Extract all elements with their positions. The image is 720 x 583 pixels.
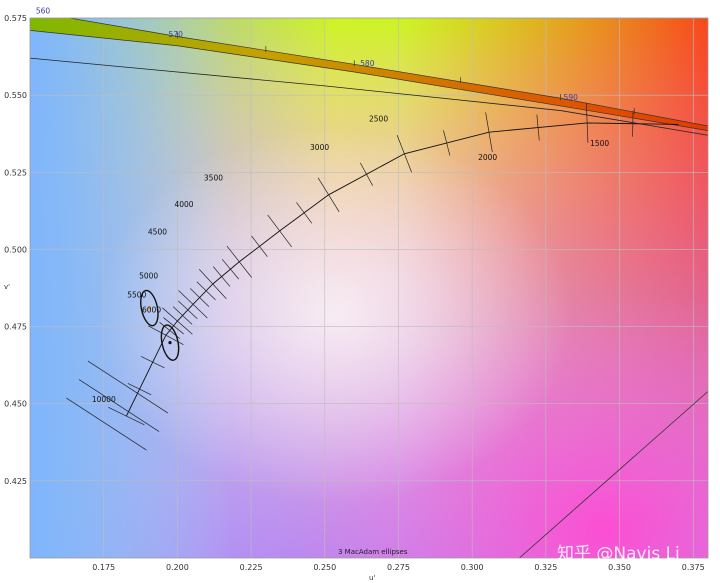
isotemperature-line xyxy=(212,266,231,287)
isotemperature-line xyxy=(87,360,169,414)
isotemperature-line xyxy=(66,397,147,451)
isotemperature-line xyxy=(585,102,589,143)
cct-label: 3000 xyxy=(310,143,329,152)
chart-labels: 560 570 580 590 10000 6000 5500 5000 4500 4000 350… xyxy=(36,6,610,404)
cct-label: 6000 xyxy=(142,306,161,315)
macadam-ellipse-center xyxy=(168,341,172,345)
purple-boundary-line xyxy=(519,391,708,558)
isotemperature-line xyxy=(251,235,268,257)
macadam-ellipse xyxy=(160,324,180,361)
cct-label: 3500 xyxy=(204,174,223,183)
isotemperature-line xyxy=(317,177,340,213)
cct-label: 2000 xyxy=(478,153,497,162)
planckian-locus xyxy=(66,102,679,451)
footer-caption: 3 MacAdam ellipses xyxy=(338,548,408,556)
isotemperature-line xyxy=(108,406,145,426)
isotemperature-line xyxy=(359,162,373,186)
y-tick-label: 0.525 xyxy=(4,168,27,177)
macadam-ellipses xyxy=(140,289,180,361)
x-tick-label: 0.175 xyxy=(92,563,115,572)
isotemperature-line xyxy=(396,135,412,173)
isotemperature-line xyxy=(443,130,451,156)
cct-label: 5500 xyxy=(127,290,146,299)
locus-inner-line xyxy=(30,57,708,136)
wavelength-label: 570 xyxy=(169,30,184,39)
cct-label: 5000 xyxy=(139,272,158,281)
isotemperature-line xyxy=(485,112,493,152)
cct-label: 4500 xyxy=(148,228,167,237)
x-tick-label: 0.275 xyxy=(387,563,410,572)
x-tick-label: 0.325 xyxy=(534,563,557,572)
plot-frame xyxy=(29,17,709,559)
x-tick-label: 0.350 xyxy=(608,563,631,572)
y-tick-label: 0.475 xyxy=(4,323,27,332)
x-tick-label: 0.300 xyxy=(461,563,484,572)
isotemperature-line xyxy=(190,288,210,307)
isotemperature-line xyxy=(536,114,540,141)
x-axis-title: u' xyxy=(369,574,375,582)
isotemperature-line xyxy=(162,307,193,335)
x-tick-label: 0.250 xyxy=(313,563,336,572)
isotemperature-line xyxy=(78,379,160,432)
isotemperature-line xyxy=(267,214,292,248)
isotemperature-line xyxy=(221,258,240,280)
wavelength-label: 590 xyxy=(564,93,579,102)
isotemperature-line xyxy=(296,202,313,224)
isotemperature-line xyxy=(178,290,208,319)
isotemperature-line xyxy=(178,300,198,320)
y-tick-label: 0.550 xyxy=(4,91,27,100)
spectral-locus xyxy=(30,18,708,558)
wavelength-label: 580 xyxy=(360,59,375,68)
spectral-locus-band xyxy=(30,18,708,131)
wavelength-label: 560 xyxy=(36,6,51,15)
cct-label: 2500 xyxy=(369,114,388,123)
isotemperature-line xyxy=(198,269,227,299)
y-axis-title: v' xyxy=(4,283,10,291)
y-tick-label: 0.450 xyxy=(4,400,27,409)
x-tick-label: 0.375 xyxy=(682,563,705,572)
cct-label: 10000 xyxy=(92,395,116,404)
cct-label: 1500 xyxy=(590,139,609,148)
isotemperature-line xyxy=(127,383,152,396)
isotemperature-line xyxy=(196,281,216,301)
y-tick-label: 0.500 xyxy=(4,245,27,254)
x-tick-label: 0.200 xyxy=(166,563,189,572)
y-tick-label: 0.425 xyxy=(4,477,27,486)
macadam-ellipse-center xyxy=(147,306,151,310)
macadam-ellipse xyxy=(140,289,159,327)
watermark: 知乎 @Navis Li xyxy=(557,544,680,564)
isotemperature-line xyxy=(226,245,252,278)
color-field xyxy=(30,18,708,558)
isotemperature-line xyxy=(140,356,165,369)
axis-ticks: 0.175 0.200 0.225 0.250 0.275 0.300 0.325 0.350… xyxy=(4,14,705,572)
cct-label: 4000 xyxy=(174,200,193,209)
isotemperature-line xyxy=(172,306,193,325)
isotemperature-line xyxy=(163,317,184,335)
x-tick-label: 0.225 xyxy=(240,563,263,572)
y-tick-label: 0.575 xyxy=(4,14,27,23)
